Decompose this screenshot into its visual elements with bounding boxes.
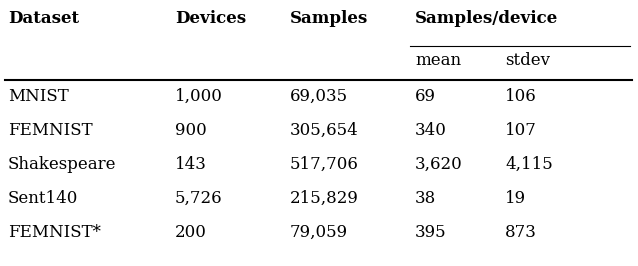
- Text: Shakespeare: Shakespeare: [8, 156, 117, 173]
- Text: 873: 873: [505, 224, 537, 241]
- Text: Dataset: Dataset: [8, 10, 79, 27]
- Text: Sent140: Sent140: [8, 190, 78, 207]
- Text: 200: 200: [175, 224, 207, 241]
- Text: 4,115: 4,115: [505, 156, 553, 173]
- Text: Samples/device: Samples/device: [415, 10, 558, 27]
- Text: Devices: Devices: [175, 10, 246, 27]
- Text: 517,706: 517,706: [290, 156, 359, 173]
- Text: 395: 395: [415, 224, 447, 241]
- Text: 107: 107: [505, 122, 537, 139]
- Text: 38: 38: [415, 190, 436, 207]
- Text: 1,000: 1,000: [175, 88, 223, 105]
- Text: 3,620: 3,620: [415, 156, 463, 173]
- Text: 215,829: 215,829: [290, 190, 359, 207]
- Text: 143: 143: [175, 156, 207, 173]
- Text: 5,726: 5,726: [175, 190, 223, 207]
- Text: MNIST: MNIST: [8, 88, 69, 105]
- Text: 19: 19: [505, 190, 526, 207]
- Text: 69,035: 69,035: [290, 88, 348, 105]
- Text: stdev: stdev: [505, 52, 550, 69]
- Text: 79,059: 79,059: [290, 224, 348, 241]
- Text: 900: 900: [175, 122, 207, 139]
- Text: 69: 69: [415, 88, 436, 105]
- Text: mean: mean: [415, 52, 461, 69]
- Text: FEMNIST: FEMNIST: [8, 122, 93, 139]
- Text: 340: 340: [415, 122, 447, 139]
- Text: 106: 106: [505, 88, 537, 105]
- Text: FEMNIST*: FEMNIST*: [8, 224, 101, 241]
- Text: Samples: Samples: [290, 10, 368, 27]
- Text: 305,654: 305,654: [290, 122, 359, 139]
